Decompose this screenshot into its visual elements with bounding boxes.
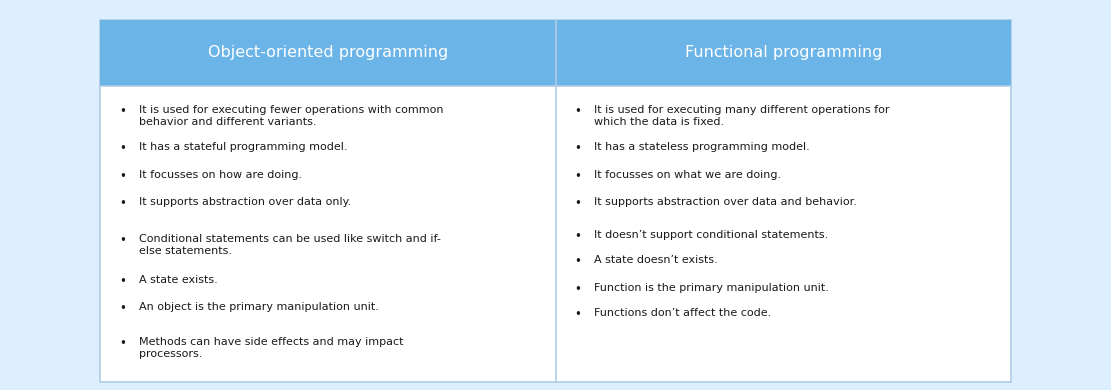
Text: Methods can have side effects and may impact
processors.: Methods can have side effects and may im… [139,337,403,359]
FancyBboxPatch shape [100,20,556,86]
Text: Conditional statements can be used like switch and if-
else statements.: Conditional statements can be used like … [139,234,441,255]
Text: •: • [119,337,126,350]
Text: Functional programming: Functional programming [684,45,882,60]
Text: •: • [119,170,126,183]
Text: •: • [119,197,126,210]
Text: It doesn’t support conditional statements.: It doesn’t support conditional statement… [594,230,829,240]
Text: It supports abstraction over data only.: It supports abstraction over data only. [139,197,351,207]
Text: It has a stateless programming model.: It has a stateless programming model. [594,142,810,152]
Text: A state doesn’t exists.: A state doesn’t exists. [594,255,718,266]
FancyBboxPatch shape [100,20,1011,382]
Text: •: • [574,255,581,268]
Text: •: • [574,308,581,321]
Text: It focusses on what we are doing.: It focusses on what we are doing. [594,170,781,180]
Text: Functions don’t affect the code.: Functions don’t affect the code. [594,308,772,318]
Text: A state exists.: A state exists. [139,275,218,285]
Text: •: • [574,283,581,296]
Text: It is used for executing many different operations for
which the data is fixed.: It is used for executing many different … [594,105,890,127]
Text: Object-oriented programming: Object-oriented programming [208,45,448,60]
Text: It focusses on how are doing.: It focusses on how are doing. [139,170,302,180]
Text: •: • [574,170,581,183]
Text: •: • [574,230,581,243]
Text: It has a stateful programming model.: It has a stateful programming model. [139,142,348,152]
Text: •: • [119,142,126,155]
Text: It supports abstraction over data and behavior.: It supports abstraction over data and be… [594,197,858,207]
Text: •: • [119,105,126,118]
Text: •: • [119,234,126,247]
Text: •: • [574,105,581,118]
Text: •: • [574,142,581,155]
Text: •: • [119,302,126,315]
Text: •: • [119,275,126,288]
Text: •: • [574,197,581,210]
Text: Function is the primary manipulation unit.: Function is the primary manipulation uni… [594,283,829,293]
Text: An object is the primary manipulation unit.: An object is the primary manipulation un… [139,302,379,312]
FancyBboxPatch shape [556,20,1011,86]
Text: It is used for executing fewer operations with common
behavior and different var: It is used for executing fewer operation… [139,105,443,127]
